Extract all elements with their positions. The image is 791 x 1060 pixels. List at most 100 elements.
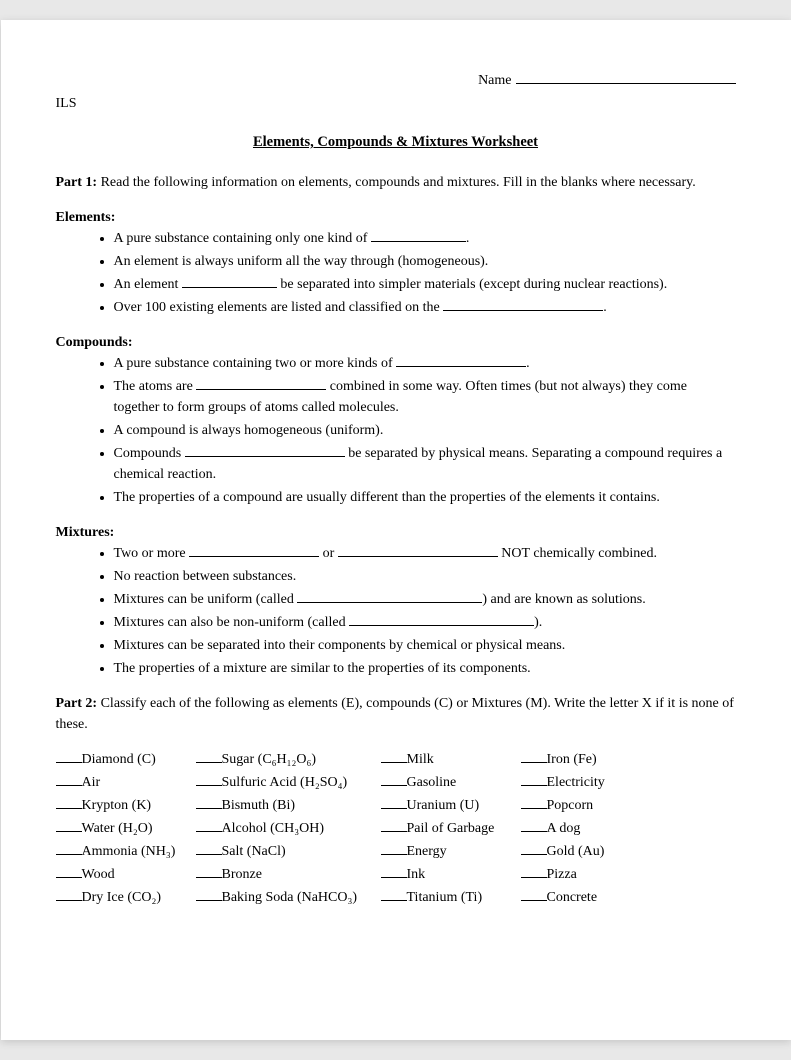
- classify-item: Titanium (Ti): [381, 887, 521, 908]
- list-item: Over 100 existing elements are listed an…: [114, 297, 736, 318]
- classify-item: Energy: [381, 841, 521, 862]
- mixtures-head: Mixtures:: [56, 522, 736, 543]
- answer-blank[interactable]: [56, 831, 82, 832]
- part2-intro: Part 2: Classify each of the following a…: [56, 693, 736, 735]
- classify-item: Bronze: [196, 864, 381, 885]
- name-blank[interactable]: [516, 83, 736, 84]
- list-item: An element is always uniform all the way…: [114, 251, 736, 272]
- classify-item: Salt (NaCl): [196, 841, 381, 862]
- part2-label: Part 2:: [56, 696, 98, 711]
- answer-blank[interactable]: [381, 831, 407, 832]
- header-row: Name: [56, 70, 736, 91]
- classify-item: Iron (Fe): [521, 749, 651, 770]
- classify-item: A dog: [521, 818, 651, 839]
- answer-blank[interactable]: [56, 854, 82, 855]
- elements-head: Elements:: [56, 207, 736, 228]
- classify-item: Sugar (C₆H₁₂O₆): [196, 749, 381, 770]
- answer-blank[interactable]: [56, 877, 82, 878]
- answer-blank[interactable]: [196, 808, 222, 809]
- answer-blank[interactable]: [381, 900, 407, 901]
- list-item: Mixtures can be uniform (called ) and ar…: [114, 589, 736, 610]
- answer-blank[interactable]: [521, 854, 547, 855]
- classify-item: Popcorn: [521, 795, 651, 816]
- part2-text: Classify each of the following as elemen…: [56, 696, 734, 732]
- classify-item: Alcohol (CH₃OH): [196, 818, 381, 839]
- worksheet-title: Elements, Compounds & Mixtures Worksheet: [56, 132, 736, 154]
- blank[interactable]: [196, 389, 326, 390]
- answer-blank[interactable]: [56, 762, 82, 763]
- blank[interactable]: [338, 556, 498, 557]
- blank[interactable]: [371, 241, 466, 242]
- list-item: The properties of a compound are usually…: [114, 487, 736, 508]
- classify-item: Gold (Au): [521, 841, 651, 862]
- list-item: Compounds be separated by physical means…: [114, 443, 736, 485]
- part1-intro: Part 1: Read the following information o…: [56, 172, 736, 193]
- answer-blank[interactable]: [521, 831, 547, 832]
- answer-blank[interactable]: [196, 877, 222, 878]
- list-item: The properties of a mixture are similar …: [114, 658, 736, 679]
- answer-blank[interactable]: [381, 762, 407, 763]
- blank[interactable]: [189, 556, 319, 557]
- classify-item: Sulfuric Acid (H₂SO₄): [196, 772, 381, 793]
- answer-blank[interactable]: [196, 854, 222, 855]
- blank[interactable]: [443, 310, 603, 311]
- answer-blank[interactable]: [521, 762, 547, 763]
- blank[interactable]: [396, 366, 526, 367]
- blank[interactable]: [349, 625, 534, 626]
- blank[interactable]: [185, 456, 345, 457]
- name-label: Name: [478, 70, 511, 91]
- list-item: Mixtures can also be non-uniform (called…: [114, 612, 736, 633]
- classify-item: Pizza: [521, 864, 651, 885]
- answer-blank[interactable]: [56, 808, 82, 809]
- classify-item: Air: [56, 772, 196, 793]
- list-item: Two or more or NOT chemically combined.: [114, 543, 736, 564]
- answer-blank[interactable]: [521, 877, 547, 878]
- compounds-list: A pure substance containing two or more …: [56, 353, 736, 508]
- classify-item: Electricity: [521, 772, 651, 793]
- classify-grid: Diamond (C) Sugar (C₆H₁₂O₆) Milk Iron (F…: [56, 749, 736, 908]
- part1-label: Part 1:: [56, 175, 98, 190]
- compounds-head: Compounds:: [56, 332, 736, 353]
- answer-blank[interactable]: [521, 808, 547, 809]
- mixtures-list: Two or more or NOT chemically combined. …: [56, 543, 736, 679]
- classify-item: Baking Soda (NaHCO₃): [196, 887, 381, 908]
- elements-list: A pure substance containing only one kin…: [56, 228, 736, 318]
- answer-blank[interactable]: [381, 877, 407, 878]
- classify-item: Dry Ice (CO₂): [56, 887, 196, 908]
- classify-item: Ink: [381, 864, 521, 885]
- classify-item: Milk: [381, 749, 521, 770]
- classify-item: Uranium (U): [381, 795, 521, 816]
- answer-blank[interactable]: [381, 785, 407, 786]
- answer-blank[interactable]: [521, 785, 547, 786]
- list-item: A pure substance containing only one kin…: [114, 228, 736, 249]
- classify-item: Water (H₂O): [56, 818, 196, 839]
- list-item: The atoms are combined in some way. Ofte…: [114, 376, 736, 418]
- classify-item: Ammonia (NH₃): [56, 841, 196, 862]
- answer-blank[interactable]: [196, 762, 222, 763]
- answer-blank[interactable]: [56, 785, 82, 786]
- classify-item: Bismuth (Bi): [196, 795, 381, 816]
- classify-item: Krypton (K): [56, 795, 196, 816]
- list-item: A pure substance containing two or more …: [114, 353, 736, 374]
- classify-item: Concrete: [521, 887, 651, 908]
- answer-blank[interactable]: [56, 900, 82, 901]
- list-item: Mixtures can be separated into their com…: [114, 635, 736, 656]
- classify-item: Diamond (C): [56, 749, 196, 770]
- classify-item: Gasoline: [381, 772, 521, 793]
- blank[interactable]: [297, 602, 482, 603]
- list-item: An element be separated into simpler mat…: [114, 274, 736, 295]
- worksheet-page: Name ILS Elements, Compounds & Mixtures …: [1, 20, 791, 1040]
- answer-blank[interactable]: [381, 854, 407, 855]
- answer-blank[interactable]: [381, 808, 407, 809]
- name-field: Name: [478, 70, 735, 91]
- classify-item: Pail of Garbage: [381, 818, 521, 839]
- ils-label: ILS: [56, 93, 736, 114]
- answer-blank[interactable]: [196, 900, 222, 901]
- answer-blank[interactable]: [521, 900, 547, 901]
- blank[interactable]: [182, 287, 277, 288]
- answer-blank[interactable]: [196, 831, 222, 832]
- list-item: A compound is always homogeneous (unifor…: [114, 420, 736, 441]
- list-item: No reaction between substances.: [114, 566, 736, 587]
- classify-item: Wood: [56, 864, 196, 885]
- answer-blank[interactable]: [196, 785, 222, 786]
